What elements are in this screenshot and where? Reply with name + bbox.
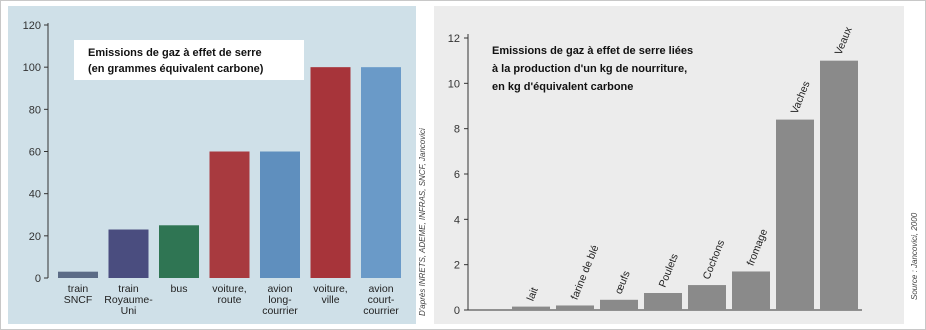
left-title-line-1: Emissions de gaz à effet de serre	[88, 47, 262, 59]
left-source-strip: D'après INRETS, ADEME, INFRAS, SNCF, Jan…	[418, 128, 427, 316]
right-y-tick-label: 10	[448, 78, 460, 90]
left-bar	[310, 67, 351, 279]
left-y-tick-label: 20	[29, 231, 41, 243]
left-category-label: train	[68, 283, 89, 295]
left-category-label: Royaume-	[104, 294, 153, 306]
right-y-tick-label: 6	[454, 169, 460, 181]
left-category-label: bus	[171, 283, 188, 295]
left-category-label: SNCF	[64, 294, 93, 306]
left-category-label: train	[118, 283, 139, 295]
right-y-tick-label: 8	[454, 124, 460, 136]
left-category-label: ville	[321, 294, 339, 306]
right-bar	[600, 299, 638, 310]
left-title-box	[74, 40, 304, 80]
right-bar	[820, 60, 858, 310]
left-y-tick-label: 120	[23, 20, 41, 32]
right-bar	[512, 306, 550, 310]
left-category-label: court-	[368, 294, 395, 306]
right-bar	[556, 305, 594, 310]
left-bar	[108, 229, 149, 278]
left-category-label: courrier	[363, 305, 399, 317]
left-y-tick-label: 0	[35, 273, 41, 285]
right-title-line-1: Emissions de gaz à effet de serre liées	[492, 45, 693, 57]
left-bar	[58, 271, 98, 278]
left-y-tick-label: 40	[29, 189, 41, 201]
left-bar	[260, 151, 300, 278]
left-bar	[209, 151, 250, 278]
transport-emissions-chart: Emissions de gaz à effet de serre (en gr…	[8, 6, 416, 324]
right-y-tick-label: 2	[454, 260, 460, 272]
right-bar	[776, 119, 814, 310]
right-y-tick-label: 0	[454, 305, 460, 317]
left-y-tick-label: 80	[29, 104, 41, 116]
left-bar	[159, 225, 199, 278]
left-y-tick-label: 100	[23, 62, 41, 74]
right-bar	[688, 285, 726, 310]
left-source-note: D'après INRETS, ADEME, INFRAS, SNCF, Jan…	[418, 128, 427, 316]
left-category-label: voiture,	[212, 283, 246, 295]
right-source-strip: Source : Jancovici, 2000	[910, 212, 919, 300]
right-bar	[644, 293, 682, 310]
left-y-axis: 0 20 40 60 80 100 120	[23, 20, 49, 285]
left-category-label: voiture,	[313, 283, 347, 295]
left-category-label: courrier	[262, 305, 298, 317]
right-title-line-2: à la production d'un kg de nourriture,	[492, 63, 687, 75]
food-emissions-chart: Emissions de gaz à effet de serre liées …	[434, 6, 904, 324]
left-category-label: avion	[267, 283, 292, 295]
right-bars	[512, 60, 858, 310]
right-y-tick-label: 4	[454, 214, 460, 226]
left-category-label: Uni	[121, 305, 137, 317]
right-y-tick-label: 12	[448, 33, 460, 45]
left-bars	[58, 67, 401, 279]
right-title-line-3: en kg d'équivalent carbone	[492, 81, 633, 93]
left-y-tick-label: 60	[29, 147, 41, 159]
left-category-label: route	[218, 294, 242, 306]
right-source-note: Source : Jancovici, 2000	[910, 212, 919, 300]
left-category-label: long-	[268, 294, 292, 306]
right-category-label: lait	[525, 286, 541, 303]
right-bar	[732, 271, 770, 310]
left-category-label: avion	[368, 283, 393, 295]
left-title-line-2: (en grammes équivalent carbone)	[88, 63, 264, 75]
left-bar	[361, 67, 401, 279]
